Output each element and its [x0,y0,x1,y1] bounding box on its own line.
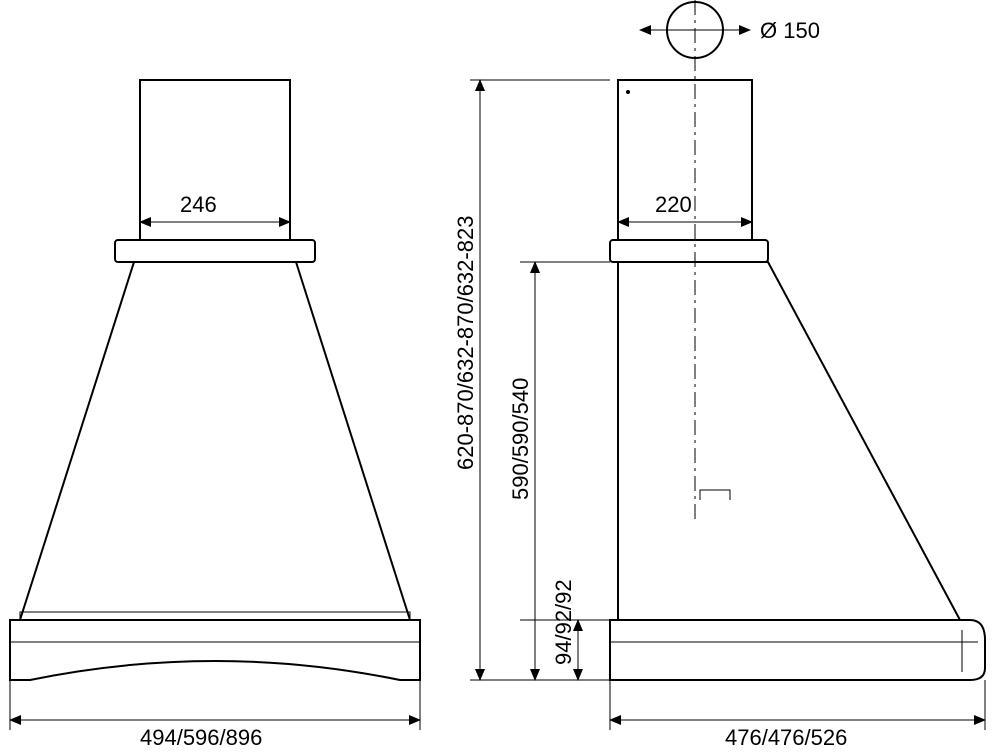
dim-width-front: 494/596/896 [140,725,262,750]
front-view: 246 494/596/896 [10,80,420,750]
dim-chimney-front: 246 [180,192,217,217]
dim-width-side: 476/476/526 [725,725,847,750]
vertical-dimensions: 620-870/632-870/632-823 590/590/540 94/9… [453,80,610,680]
side-view: Ø 150 220 476/476/526 [610,0,985,750]
dim-diameter: Ø 150 [760,18,820,43]
technical-drawing: 246 494/596/896 Ø 150 220 [0,0,1000,755]
dim-chimney-side: 220 [655,192,692,217]
dim-height-body: 590/590/540 [508,378,533,500]
dim-height-base: 94/92/92 [551,579,576,665]
dim-height-total: 620-870/632-870/632-823 [453,216,478,470]
